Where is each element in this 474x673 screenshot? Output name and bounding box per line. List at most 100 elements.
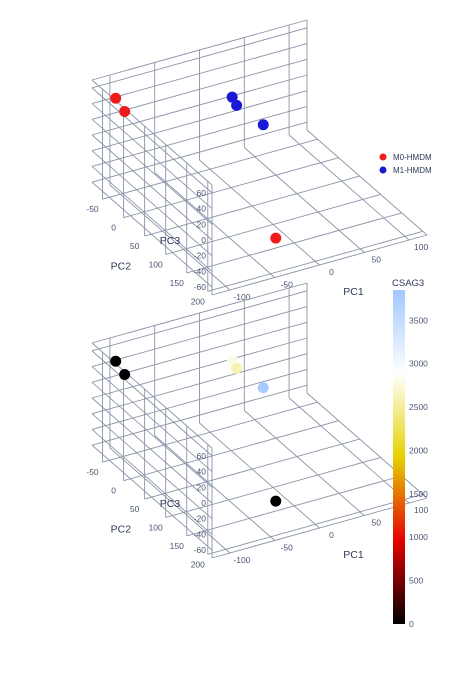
sidewall-gridline-pc3 [91,87,213,194]
floor-gridline-pc2 [123,420,339,482]
backwall-gridline-pc3 [91,74,308,136]
floor-gridline-pc2 [207,230,423,292]
legend[interactable]: M0-HMDM M1-HMDM [379,153,432,175]
scene-3d-csag3[interactable]: -60 -40 -20 0 20 40 60 -50 0 50 100 150 200 -100 -50 0 5… [86,282,428,569]
legend-item-label[interactable]: M1-HMDM [393,166,432,175]
box-edge [91,282,308,344]
box-edge [211,234,428,296]
floor-gridline-pc1 [243,147,365,253]
pc2-tick-label: 50 [130,504,140,514]
sidewall-gridline-pc3 [91,413,213,520]
backwall-gridline-pc3 [91,121,308,183]
floor-gridline-pc1 [154,172,276,278]
colorbar-tick-label: 3500 [409,315,428,325]
floor-gridline-pc2 [102,138,318,200]
pc1-tick-label: 50 [372,255,382,265]
pc3-tick-label: -40 [194,529,207,539]
backwall-gridline-pc3 [91,290,308,352]
pc2-tick-label: 0 [111,486,116,496]
backwall-gridline-pc3 [91,353,308,415]
sidewall-gridline-pc3 [91,150,213,257]
data-point-csag3[interactable] [110,355,122,367]
backwall-gridline-pc3 [91,105,308,167]
pc1-tick-label: 0 [329,267,334,277]
backwall-gridline-pc3 [91,90,308,152]
colorbar-tick-label: 2000 [409,445,428,455]
data-point-m0-hmdm[interactable] [110,92,122,104]
pc1-axis-title: PC1 [343,286,364,298]
box-edge [211,497,428,559]
data-point-m1-hmdm[interactable] [226,91,238,103]
floor-gridline-pc1 [109,184,231,291]
data-point-csag3[interactable] [226,354,238,366]
sidewall-gridline-pc3 [91,381,213,488]
pc3-tick-label: -20 [194,251,207,261]
backwall-gridline-pc3 [91,27,308,89]
pc3-tick-label: 20 [197,482,207,492]
backwall-gridline-pc3 [91,337,308,399]
colorbar-tick-label: 2500 [409,402,428,412]
pc3-axis-title: PC3 [160,498,181,510]
pc3-tick-label: 40 [197,204,207,214]
pc2-axis-title: PC2 [111,524,132,536]
legend-marker[interactable] [379,166,387,174]
pc1-tick-label: 50 [372,518,382,528]
pc2-tick-label: -50 [86,467,99,477]
floor-gridline-pc2 [186,475,402,537]
colorbar-tick-label: 1000 [409,532,428,542]
colorbar-title: CSAG3 [392,278,424,289]
floor-gridline-pc1 [199,159,320,266]
floor-gridline-pc1 [288,134,410,241]
box-edge [91,19,308,81]
pc2-tick-label: 0 [111,223,116,233]
pc2-tick-label: 100 [149,259,163,269]
colorbar-gradient [393,290,405,624]
sidewall-gridline-pc3 [91,397,213,504]
pc3-tick-label: 20 [197,219,207,229]
pc3-tick-label: -60 [194,545,207,555]
pc3-tick-label: -40 [194,266,207,276]
sidewall-gridline-pc3 [91,350,213,457]
colorbar-tick-label: 3000 [409,359,428,369]
pc1-tick-label: 100 [414,242,428,252]
sidewall-gridline-pc3 [91,181,213,288]
data-point-m1-hmdm[interactable] [231,99,243,111]
data-point-m0-hmdm[interactable] [119,105,131,117]
pc2-axis-title: PC2 [111,261,132,273]
pc3-axis-title: PC3 [160,235,181,247]
data-point-m0-hmdm[interactable] [270,232,282,244]
legend-marker[interactable] [379,153,387,161]
data-point-csag3[interactable] [231,362,243,374]
pc2-tick-label: 150 [170,541,184,551]
floor-gridline-pc2 [207,493,423,555]
legend-item-label[interactable]: M0-HMDM [393,153,432,162]
pc2-tick-label: 50 [130,241,140,251]
floor-gridline-pc2 [144,175,360,237]
colorbar: CSAG3 0 500 1000 1500 2000 2500 3000 3500 [392,278,428,629]
pc2-tick-label: -50 [86,204,99,214]
data-point-m1-hmdm[interactable] [257,119,269,131]
pc1-tick-label: -50 [281,280,294,290]
data-point-csag3[interactable] [257,382,269,394]
pc3-tick-label: 40 [197,467,207,477]
sidewall-gridline-pc3 [91,103,213,209]
floor-gridline-pc2 [165,194,381,255]
pc1-tick-label: -50 [281,543,294,553]
floor-gridline-pc2 [186,212,402,274]
colorbar-tick-label: 1500 [409,489,428,499]
box-edge [306,129,428,236]
pc1-tick-label: -100 [233,292,250,302]
pc3-tick-label: -20 [194,514,207,524]
floor-gridline-pc1 [243,410,365,516]
data-point-csag3[interactable] [119,368,131,380]
pc3-tick-label: 60 [197,451,207,461]
colorbar-tick-label: 0 [409,619,414,629]
pc1-tick-label: 100 [414,505,428,515]
floor-gridline-pc2 [123,157,339,219]
sidewall-gridline-pc3 [91,429,213,535]
scene-3d-group-labels[interactable]: -60 -40 -20 0 20 40 60 -50 0 50 100 150 200 -100 -50 0 5… [86,19,428,306]
data-point-csag3[interactable] [270,495,282,507]
pc3-tick-label: 60 [197,188,207,198]
pc3-tick-label: 0 [201,235,206,245]
